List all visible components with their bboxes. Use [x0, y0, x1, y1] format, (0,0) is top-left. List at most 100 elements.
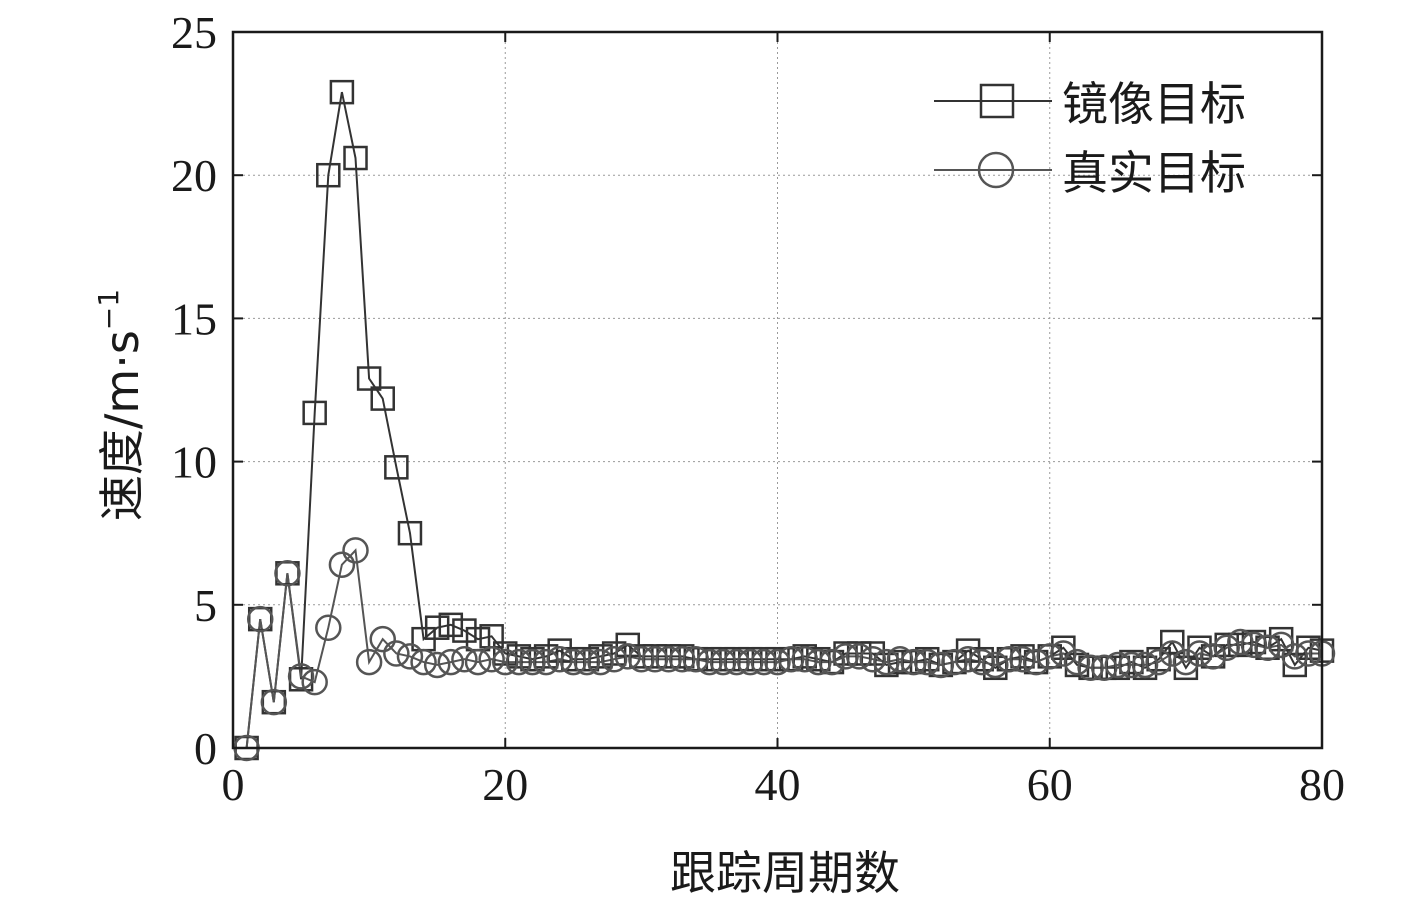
data-point-mirror	[452, 618, 477, 643]
x-axis-label: 跟踪周期数	[670, 846, 900, 899]
data-point-real	[832, 643, 859, 670]
data-point-real	[437, 648, 465, 676]
legend-marker-square	[979, 83, 1015, 119]
data-point-real	[723, 648, 750, 676]
data-point-real	[941, 648, 968, 676]
y-tick-label: 25	[171, 7, 217, 58]
data-point-real	[587, 648, 614, 676]
data-point-real	[1022, 648, 1050, 676]
data-point-real	[1104, 651, 1132, 679]
data-point-real	[383, 640, 410, 667]
data-point-real	[1240, 631, 1268, 659]
data-point-real	[1281, 643, 1309, 670]
data-point-real	[1118, 651, 1145, 679]
data-point-mirror	[356, 366, 382, 391]
x-tick-label: 0	[222, 759, 245, 810]
y-tick-label: 15	[171, 293, 217, 344]
data-point-mirror	[424, 615, 450, 640]
data-point-real	[600, 645, 628, 673]
data-point-real	[1145, 648, 1172, 676]
data-point-real	[451, 645, 478, 673]
data-point-real	[900, 648, 927, 676]
data-point-real	[1036, 643, 1063, 670]
data-point-real	[954, 645, 982, 673]
legend-label-real: 真实目标	[1062, 146, 1246, 200]
data-point-mirror	[329, 79, 355, 105]
data-point-real	[328, 551, 356, 578]
data-point-real	[246, 605, 274, 633]
data-point-real	[287, 663, 315, 690]
data-point-real	[805, 648, 832, 676]
data-point-real	[927, 651, 955, 679]
data-point-real	[913, 648, 941, 676]
legend: 镜像目标 真实目标	[934, 77, 1246, 200]
data-point-real	[1295, 640, 1322, 667]
y-tick-label: 5	[194, 580, 217, 631]
data-point-real	[982, 651, 1009, 679]
data-point-real	[1172, 648, 1200, 676]
data-point-real	[1077, 654, 1104, 682]
data-point-real	[1050, 640, 1077, 667]
data-point-real	[355, 648, 383, 676]
data-point-real	[682, 645, 710, 673]
data-point-real	[301, 668, 328, 696]
series-group	[233, 79, 1336, 762]
data-point-mirror	[438, 612, 464, 638]
data-point-real	[423, 651, 451, 679]
data-point-real	[859, 645, 887, 673]
data-point-real	[532, 648, 560, 676]
data-point-real	[777, 645, 805, 673]
data-point-real	[315, 614, 342, 641]
axis-ticks: 0 20 40 60 80 0 5 10 15 20 25	[171, 7, 1345, 810]
data-point-real	[696, 648, 723, 676]
data-point-real	[1131, 651, 1159, 679]
data-point-real	[1199, 643, 1227, 670]
data-point-real	[546, 645, 573, 673]
data-point-real	[560, 648, 587, 676]
data-point-mirror	[370, 386, 395, 411]
data-point-real	[1213, 634, 1240, 662]
data-point-real	[968, 648, 995, 676]
data-point-real	[873, 648, 900, 676]
y-axis-label: 速度/m·s−1	[92, 289, 149, 521]
data-point-real	[614, 643, 642, 670]
y-axis-label-exponent: −1	[92, 289, 125, 330]
data-point-real	[573, 648, 601, 676]
data-point-real	[1227, 628, 1254, 656]
data-point-real	[505, 648, 533, 676]
data-point-real	[274, 560, 301, 587]
x-tick-label: 60	[1027, 759, 1073, 810]
data-point-real	[668, 645, 696, 673]
data-point-real	[1254, 634, 1281, 662]
data-point-mirror	[384, 455, 409, 480]
y-tick-label: 20	[171, 150, 217, 201]
data-point-real	[750, 648, 778, 676]
data-point-real	[791, 645, 818, 673]
data-point-mirror	[302, 400, 327, 426]
data-point-real	[342, 537, 369, 564]
legend-label-mirror: 镜像目标	[1062, 77, 1246, 131]
data-point-real	[1009, 645, 1036, 673]
y-tick-label: 10	[171, 437, 217, 488]
data-point-real	[818, 648, 846, 676]
data-point-real	[396, 643, 424, 670]
data-point-mirror	[343, 145, 368, 171]
data-point-real	[628, 645, 655, 673]
x-tick-label: 20	[482, 759, 528, 810]
y-tick-label: 0	[194, 723, 217, 774]
data-point-real	[1063, 648, 1091, 676]
data-point-mirror	[493, 641, 518, 666]
data-point-mirror	[316, 162, 341, 188]
data-point-real	[764, 648, 791, 676]
data-point-real	[845, 643, 873, 670]
data-point-mirror	[1160, 629, 1185, 655]
data-point-real	[1186, 640, 1213, 667]
x-tick-label: 40	[755, 759, 801, 810]
data-point-real	[492, 648, 519, 676]
data-point-real	[709, 648, 737, 676]
data-point-real	[655, 645, 682, 673]
y-axis-label-main: 速度/m·s	[95, 330, 149, 521]
x-tick-label: 80	[1299, 759, 1345, 810]
data-point-real	[478, 645, 505, 673]
